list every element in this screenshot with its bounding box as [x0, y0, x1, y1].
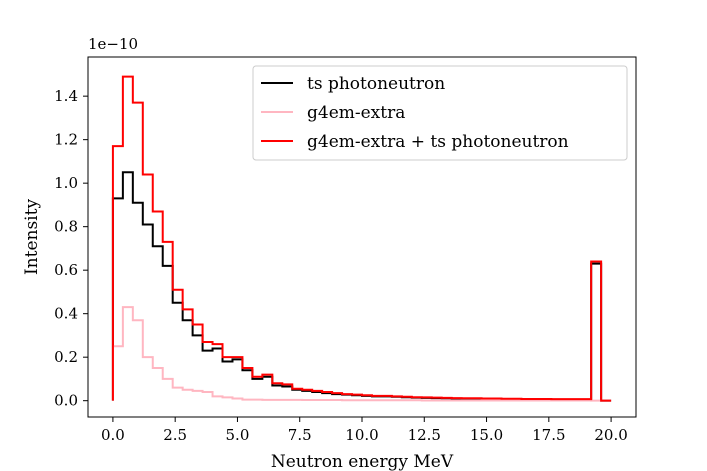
y-ticks: 0.0 0.2 0.4 0.6 0.8 1.0 1.2 1.4 [54, 87, 88, 410]
legend-label: ts photoneutron [307, 74, 445, 94]
x-ticks: 0.0 2.5 5.0 7.5 10.0 12.5 15.0 17.5 20.0 [101, 417, 628, 444]
y-tick-label: 0.8 [54, 218, 78, 236]
x-tick-label: 7.5 [288, 426, 312, 444]
y-axis-label: Intensity [22, 199, 42, 275]
x-tick-label: 17.5 [532, 426, 565, 444]
x-tick-label: 0.0 [101, 426, 125, 444]
y-tick-label: 0.2 [54, 348, 78, 366]
y-offset-text: 1e−10 [88, 35, 138, 53]
x-tick-label: 2.5 [163, 426, 187, 444]
y-tick-label: 0.6 [54, 261, 78, 279]
x-tick-label: 10.0 [345, 426, 378, 444]
legend-label: g4em-extra + ts photoneutron [307, 132, 569, 152]
series-line-3 [111, 75, 612, 402]
x-tick-label: 15.0 [470, 426, 503, 444]
legend: ts photoneutron g4em-extra g4em-extra + ts… [252, 65, 628, 161]
y-tick-label: 1.4 [54, 87, 78, 105]
series-line-2 [111, 306, 612, 402]
x-tick-label: 5.0 [226, 426, 250, 444]
y-tick-label: 0.0 [54, 392, 78, 410]
x-axis-label: Neutron energy MeV [271, 452, 454, 471]
y-tick-label: 1.0 [54, 174, 78, 192]
legend-box [252, 65, 628, 161]
y-tick-label: 0.4 [54, 305, 78, 323]
series-layer [111, 75, 612, 402]
x-tick-label: 20.0 [594, 426, 627, 444]
x-tick-label: 12.5 [408, 426, 441, 444]
legend-label: g4em-extra [307, 103, 405, 123]
y-tick-label: 1.2 [54, 131, 78, 149]
